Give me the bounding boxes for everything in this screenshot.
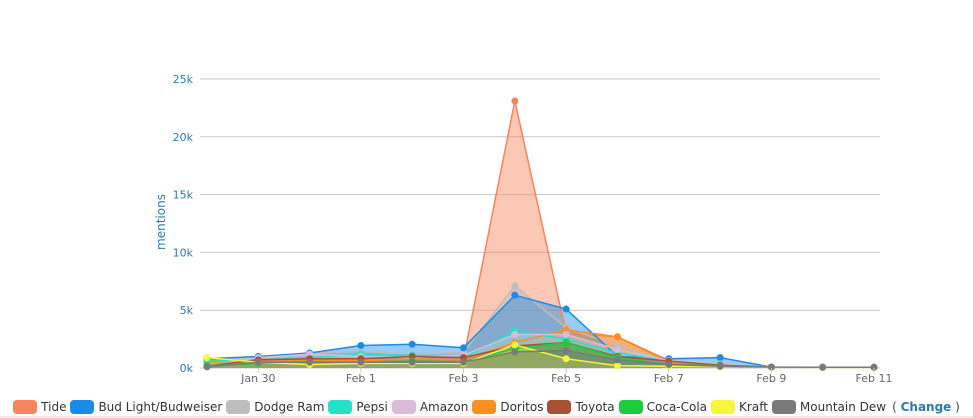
point-amazon[interactable] xyxy=(511,330,519,338)
legend-label: Bud Light/Budweiser xyxy=(98,400,223,414)
x-tick-label: Feb 1 xyxy=(346,372,376,385)
legend-swatch xyxy=(226,400,251,414)
y-tick-label: 20k xyxy=(173,131,194,144)
y-axis-label: mentions xyxy=(154,194,168,250)
y-tick-label: 5k xyxy=(180,304,194,317)
point-mountain-dew[interactable] xyxy=(357,358,365,366)
area-doritos xyxy=(207,329,874,368)
legend-label: Mountain Dew xyxy=(799,400,887,414)
legend-change-close: ) xyxy=(955,400,960,414)
point-mountain-dew[interactable] xyxy=(408,358,416,366)
legend-item-toyota[interactable]: Toyota xyxy=(547,400,615,414)
point-mountain-dew[interactable] xyxy=(254,358,262,366)
legend-swatch xyxy=(771,400,796,414)
point-bud-light-budweiser[interactable] xyxy=(716,354,724,362)
point-bud-light-budweiser[interactable] xyxy=(357,341,365,349)
x-tick-label: Feb 11 xyxy=(856,372,893,385)
legend-swatch xyxy=(618,400,643,414)
legend-item-doritos[interactable]: Doritos xyxy=(472,400,543,414)
point-bud-light-budweiser[interactable] xyxy=(408,340,416,348)
legend-label: Kraft xyxy=(739,400,768,414)
y-tick-label: 0k xyxy=(180,362,194,375)
x-tick-label: Feb 9 xyxy=(756,372,786,385)
legend-swatch xyxy=(13,400,38,414)
chart: 0k 5k 10k 15k 20k 25k mentions Jan 30 Feb 1 Feb… xyxy=(154,73,892,385)
series-lines xyxy=(206,100,874,369)
legend-label: Pepsi xyxy=(356,400,388,414)
series-points xyxy=(203,97,878,371)
area-tide xyxy=(207,100,874,369)
series-areas xyxy=(207,100,874,369)
point-kraft[interactable] xyxy=(562,355,570,363)
line-mountain-dew xyxy=(206,349,874,369)
legend-label: Coca-Cola xyxy=(646,400,708,414)
y-tick-label: 10k xyxy=(173,246,194,259)
legend-item-dodge-ram[interactable]: Dodge Ram xyxy=(226,400,324,414)
x-tick-label: Feb 3 xyxy=(449,372,479,385)
legend: Tide Bud Light/Budweiser Dodge Ram Pepsi Ama… xyxy=(0,396,973,418)
point-tide[interactable] xyxy=(511,97,519,105)
legend-change-link[interactable]: Change xyxy=(900,400,952,414)
area-bud-light-budweiser xyxy=(207,295,874,368)
x-tick-label: Feb 7 xyxy=(654,372,684,385)
point-doritos[interactable] xyxy=(613,333,621,341)
line-bud-light-budweiser xyxy=(206,294,874,369)
point-kraft[interactable] xyxy=(511,341,519,349)
area-dodge-ram xyxy=(207,285,874,368)
point-mountain-dew[interactable] xyxy=(716,362,724,370)
point-mountain-dew[interactable] xyxy=(665,361,673,369)
point-amazon[interactable] xyxy=(613,346,621,354)
legend-change-open: ( xyxy=(892,400,897,414)
x-tick-label: Jan 30 xyxy=(240,372,275,385)
point-kraft[interactable] xyxy=(203,354,211,362)
area-kraft xyxy=(207,344,874,368)
legend-label: Amazon xyxy=(419,400,469,414)
legend-swatch xyxy=(328,400,353,414)
point-bud-light-budweiser[interactable] xyxy=(460,344,468,352)
point-coca-cola[interactable] xyxy=(562,339,570,347)
point-mountain-dew[interactable] xyxy=(306,358,314,366)
x-tick-label: Feb 5 xyxy=(551,372,581,385)
legend-item-bud-light-budweiser[interactable]: Bud Light/Budweiser xyxy=(70,400,222,414)
y-axis: 0k 5k 10k 15k 20k 25k xyxy=(173,73,194,375)
y-tick-label: 25k xyxy=(173,73,194,86)
legend-swatch xyxy=(711,400,736,414)
point-mountain-dew[interactable] xyxy=(562,347,570,355)
legend-item-tide[interactable]: Tide xyxy=(13,400,66,414)
bottom-divider xyxy=(0,416,973,418)
legend-swatch xyxy=(70,400,95,414)
point-mountain-dew[interactable] xyxy=(819,363,827,371)
point-bud-light-budweiser[interactable] xyxy=(511,291,519,299)
x-axis: Jan 30 Feb 1 Feb 3 Feb 5 Feb 7 Feb 9 Feb 11 xyxy=(240,368,892,385)
point-amazon[interactable] xyxy=(562,330,570,338)
legend-label: Toyota xyxy=(575,400,615,414)
y-tick-label: 15k xyxy=(173,189,194,202)
point-mountain-dew[interactable] xyxy=(870,363,878,371)
legend-label: Dodge Ram xyxy=(254,400,325,414)
point-mountain-dew[interactable] xyxy=(767,363,775,371)
point-mountain-dew[interactable] xyxy=(613,356,621,364)
legend-item-pepsi[interactable]: Pepsi xyxy=(328,400,388,414)
legend-label: Doritos xyxy=(500,400,544,414)
point-bud-light-budweiser[interactable] xyxy=(562,305,570,313)
legend-swatch xyxy=(547,400,572,414)
point-kraft[interactable] xyxy=(613,362,621,370)
area-coca-cola xyxy=(207,342,874,368)
point-mountain-dew[interactable] xyxy=(203,363,211,371)
point-dodge-ram[interactable] xyxy=(511,282,519,290)
legend-label: Tide xyxy=(41,400,67,414)
legend-item-coca-cola[interactable]: Coca-Cola xyxy=(618,400,708,414)
point-mountain-dew[interactable] xyxy=(511,348,519,356)
legend-swatch xyxy=(472,400,497,414)
legend-swatch xyxy=(391,400,416,414)
legend-item-mountain-dew[interactable]: Mountain Dew xyxy=(771,400,887,414)
point-mountain-dew[interactable] xyxy=(460,358,468,366)
legend-change-wrapper: ( Change ) xyxy=(892,400,960,414)
legend-item-amazon[interactable]: Amazon xyxy=(391,400,469,414)
legend-item-kraft[interactable]: Kraft xyxy=(711,400,768,414)
